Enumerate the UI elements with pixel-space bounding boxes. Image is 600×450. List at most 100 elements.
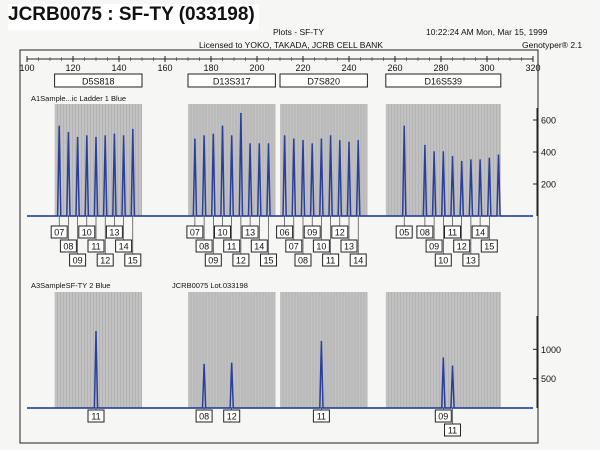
allele-call-label: 12 bbox=[236, 256, 246, 266]
peak-apex bbox=[479, 159, 481, 161]
peak-apex bbox=[329, 135, 332, 137]
allele-call-label: 09 bbox=[438, 412, 448, 422]
allele-call-box bbox=[223, 409, 241, 423]
allele-call-label: 10 bbox=[438, 256, 448, 266]
allele-call-box bbox=[434, 409, 452, 423]
allele-call-box bbox=[340, 239, 358, 253]
peak-apex bbox=[221, 125, 224, 128]
x-tick-label: 140 bbox=[111, 63, 126, 73]
allele-call-label: 09 bbox=[429, 242, 439, 252]
allele-call-label: 11 bbox=[448, 426, 457, 436]
allele-call-label: 09 bbox=[73, 256, 83, 266]
allele-call-label: 14 bbox=[475, 228, 485, 238]
allele-call-label: 10 bbox=[316, 242, 326, 252]
peak-apex bbox=[203, 363, 205, 366]
allele-call-box bbox=[462, 253, 480, 267]
allele-call-box bbox=[250, 239, 268, 253]
allele-call-label: 12 bbox=[227, 412, 237, 422]
allele-call-box bbox=[105, 225, 123, 239]
allele-call-box bbox=[204, 253, 222, 267]
peak-apex bbox=[442, 151, 445, 153]
y-tick-label: 600 bbox=[541, 116, 556, 126]
allele-call-box bbox=[294, 253, 312, 267]
allele-call-label: 11 bbox=[317, 412, 326, 422]
peak-apex bbox=[240, 112, 242, 115]
allele-call-box bbox=[285, 239, 303, 253]
allele-call-box bbox=[232, 253, 250, 267]
allele-call-box bbox=[453, 239, 471, 253]
allele-call-box bbox=[349, 253, 367, 267]
allele-call-box bbox=[331, 225, 349, 239]
allele-call-box bbox=[186, 225, 204, 239]
allele-call-box bbox=[87, 239, 105, 253]
allele-call-box bbox=[416, 225, 434, 239]
allele-call-box bbox=[241, 225, 259, 239]
peak-apex bbox=[203, 135, 205, 137]
peak-apex bbox=[258, 143, 261, 145]
y-tick-label: 1000 bbox=[541, 345, 561, 355]
allele-call-box bbox=[434, 253, 452, 267]
allele-call-box bbox=[214, 225, 231, 239]
allele-call-box bbox=[312, 409, 330, 423]
peak-apex bbox=[460, 160, 463, 163]
locus-label-box bbox=[187, 73, 276, 88]
allele-call-box bbox=[96, 253, 114, 267]
allele-call-label: 12 bbox=[457, 242, 467, 252]
x-tick-label: 260 bbox=[387, 63, 402, 73]
allele-call-box bbox=[425, 239, 443, 253]
allele-call-label: 08 bbox=[420, 228, 430, 238]
allele-call-box bbox=[276, 225, 294, 239]
peak-apex bbox=[451, 156, 454, 158]
peak-apex bbox=[320, 138, 323, 140]
allele-call-label: 13 bbox=[466, 256, 476, 266]
locus-label-box bbox=[54, 73, 143, 88]
allele-call-label: 10 bbox=[82, 228, 92, 238]
allele-call-box bbox=[87, 409, 105, 423]
x-tick-label: 200 bbox=[249, 63, 264, 73]
allele-call-label: 13 bbox=[245, 228, 255, 238]
peak-apex bbox=[122, 135, 125, 137]
allele-call-label: 06 bbox=[280, 228, 290, 238]
window-title: Plots - SF-TY bbox=[273, 27, 325, 37]
allele-call-label: 08 bbox=[199, 412, 209, 422]
peak-apex bbox=[320, 340, 323, 343]
allele-call-label: 05 bbox=[399, 228, 409, 238]
allele-call-label: 14 bbox=[119, 242, 129, 252]
x-tick-label: 320 bbox=[525, 63, 540, 73]
allele-call-label: 14 bbox=[254, 242, 264, 252]
allele-call-box bbox=[124, 253, 142, 267]
allele-call-label: 09 bbox=[208, 256, 218, 266]
peak-apex bbox=[230, 135, 233, 137]
allele-call-box bbox=[50, 225, 68, 239]
allele-call-label: 10 bbox=[217, 228, 227, 238]
plot-frame bbox=[19, 49, 539, 444]
allele-call-box bbox=[69, 253, 87, 267]
allele-call-box bbox=[480, 239, 498, 253]
allele-call-box bbox=[78, 225, 96, 239]
peak-apex bbox=[497, 154, 500, 156]
panel-sample-label: A1Sample...ic Ladder 1 Blue bbox=[31, 94, 126, 103]
peak-apex bbox=[488, 157, 491, 160]
locus-label: D13S317 bbox=[213, 77, 251, 87]
locus-label-box bbox=[385, 73, 502, 88]
x-tick-label: 160 bbox=[157, 63, 172, 73]
allele-call-box bbox=[59, 239, 77, 253]
peak-apex bbox=[230, 362, 233, 365]
bin-region bbox=[280, 292, 368, 408]
panel-sample-label: A3SampleSF-TY 2 Blue bbox=[31, 281, 110, 290]
peak-apex bbox=[339, 140, 341, 142]
allele-call-label: 11 bbox=[326, 256, 335, 266]
allele-call-label: 08 bbox=[63, 242, 73, 252]
allele-call-label: 13 bbox=[344, 242, 354, 252]
locus-label: D5S818 bbox=[82, 77, 115, 87]
page-title: JCRB0075 : SF-TY (033198) bbox=[8, 4, 259, 30]
x-tick-label: 100 bbox=[19, 63, 34, 73]
allele-call-label: 13 bbox=[109, 228, 119, 238]
peak-apex bbox=[249, 143, 251, 145]
peak-apex bbox=[194, 138, 196, 140]
peak-apex bbox=[212, 133, 215, 136]
allele-call-box bbox=[303, 225, 321, 239]
locus-label-box bbox=[279, 73, 368, 88]
